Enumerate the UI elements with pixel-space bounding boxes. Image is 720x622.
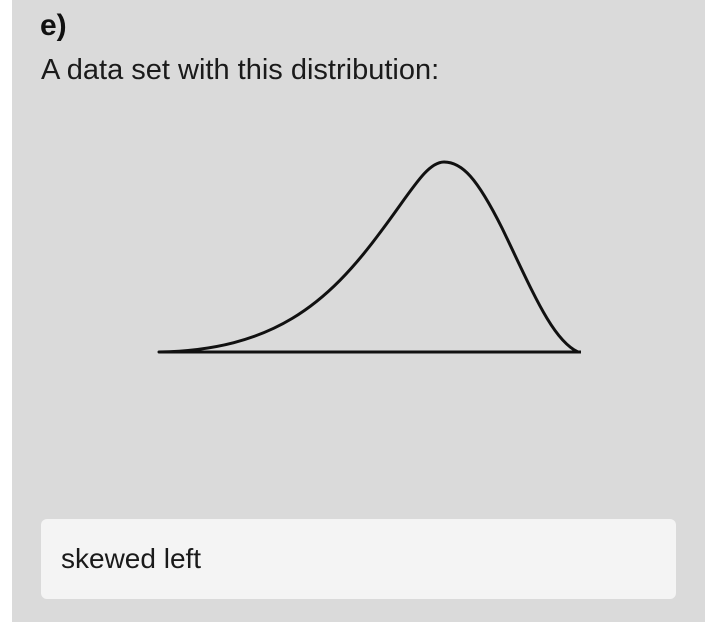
skewed-left-curve <box>157 160 580 354</box>
distribution-figure <box>157 160 581 354</box>
question-card: e) A data set with this distribution: sk… <box>12 0 705 622</box>
part-label: e) <box>40 9 67 42</box>
question-prompt: A data set with this distribution: <box>41 54 440 86</box>
answer-field[interactable]: skewed left <box>41 519 676 599</box>
